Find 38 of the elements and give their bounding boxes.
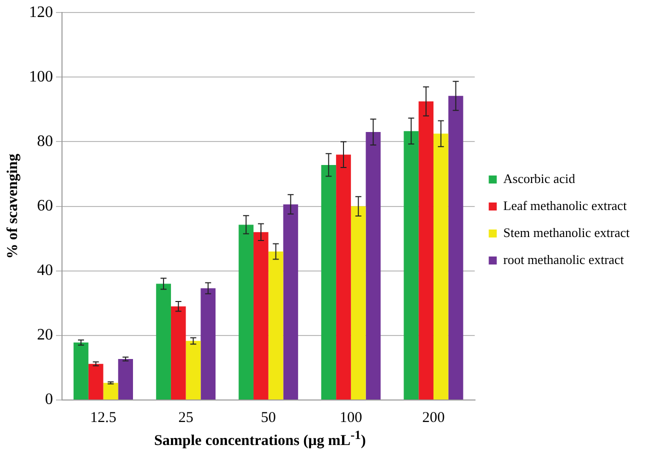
bar [156, 284, 171, 400]
x-tick-label: 25 [178, 410, 194, 426]
bar [336, 154, 351, 400]
y-tick-label: 120 [29, 4, 53, 21]
y-tick-label: 20 [37, 326, 53, 344]
legend-label: root methanolic extract [503, 252, 624, 267]
y-tick-label: 80 [37, 132, 53, 150]
y-tick-label: 40 [37, 262, 53, 280]
bar [118, 359, 133, 400]
y-tick-label: 100 [29, 68, 53, 86]
bar [88, 364, 104, 400]
x-tick-label: 12.5 [90, 410, 116, 426]
y-tick-label: 60 [37, 198, 53, 215]
x-tick-label: 200 [422, 410, 445, 426]
bar [283, 204, 298, 400]
legend-label: Ascorbic acid [503, 170, 576, 186]
bar [350, 206, 366, 400]
bar [170, 306, 186, 400]
legend-label: Stem methanolic extract [503, 224, 630, 240]
x-axis-title: Sample concentrations (μg mL$^{-1}$) [153, 428, 367, 450]
y-tick-label: 0 [45, 391, 53, 408]
bar [74, 342, 88, 400]
legend-label: Leaf methanolic extract [503, 198, 628, 213]
bar [366, 132, 381, 400]
x-tick-label: 50 [260, 410, 276, 426]
bar [448, 96, 464, 400]
bar [254, 232, 268, 400]
y-axis-title: % of scavenging [4, 153, 21, 259]
bar [200, 288, 216, 400]
bar [321, 164, 336, 400]
bar [268, 251, 284, 400]
bar [186, 340, 201, 400]
bar [404, 131, 419, 400]
bar [433, 134, 448, 400]
bar [238, 224, 254, 400]
bar [103, 382, 118, 400]
bar [418, 101, 434, 400]
x-tick-label: 100 [340, 410, 362, 426]
